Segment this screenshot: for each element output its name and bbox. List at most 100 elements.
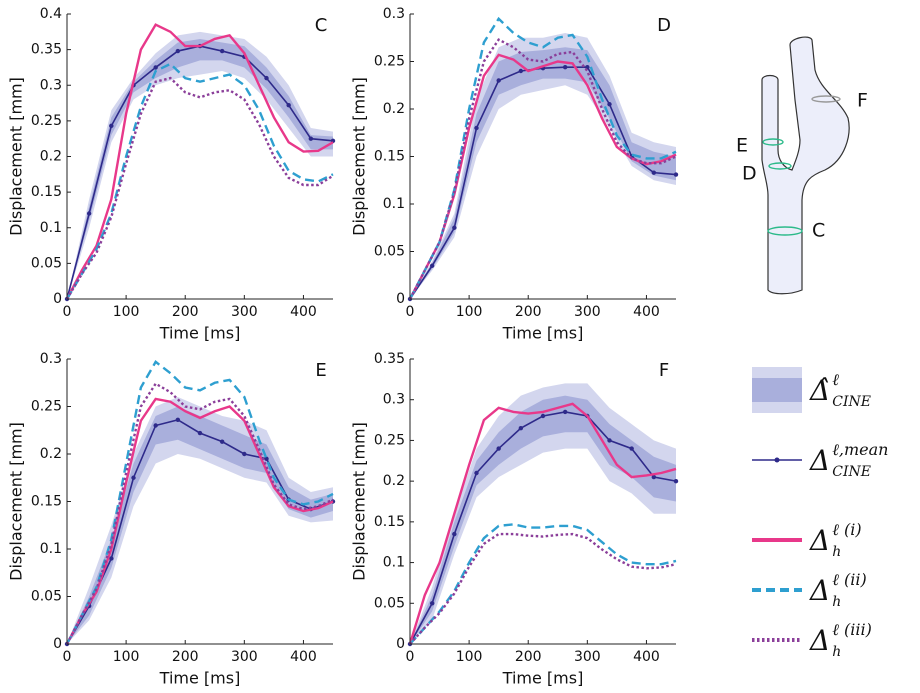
diagram-label: F (857, 90, 868, 112)
y-tick-label: 0.3 (40, 77, 62, 93)
x-tick-label: 0 (406, 304, 415, 320)
mean-marker (286, 103, 291, 108)
mean-marker (452, 531, 457, 537)
x-tick-label: 200 (172, 649, 199, 665)
legend-swatch (774, 457, 780, 463)
mean-marker (673, 478, 679, 484)
legend-swatch (752, 378, 802, 402)
y-tick-label: 0.35 (31, 42, 62, 58)
legend-symbol: Δ (809, 574, 830, 607)
x-tick-label: 400 (290, 304, 317, 320)
mean-marker (109, 556, 114, 561)
diagram-label: E (736, 135, 748, 157)
mean-marker (607, 438, 612, 443)
x-tick-label: 200 (515, 304, 542, 320)
mean-marker (308, 136, 314, 141)
x-tick-label: 300 (574, 649, 601, 665)
y-tick-label: 0.25 (374, 432, 405, 448)
x-tick-label: 100 (113, 649, 140, 665)
section-c (767, 226, 803, 236)
legend-sub: h (832, 594, 841, 610)
diagram-label: C (812, 220, 825, 242)
legend-symbol: Δ (809, 524, 830, 557)
y-tick-label: 0.3 (383, 6, 405, 22)
legend-label: Δ̂ ℓ CINE (809, 370, 871, 411)
y-axis-label: Displacement [mm] (350, 422, 369, 581)
y-tick-label: 0.1 (40, 541, 62, 557)
panel-label: F (659, 360, 669, 381)
mean-marker (264, 456, 269, 461)
y-tick-label: 0.05 (31, 255, 62, 271)
legend-sup: ℓ (832, 370, 839, 389)
legend-sub: CINE (832, 464, 871, 480)
model-line (408, 38, 677, 300)
legend-sub: h (832, 644, 841, 660)
x-tick-label: 300 (574, 304, 601, 320)
mean-marker (242, 451, 247, 457)
panel: 0 0.05 0.1 0.15 0.2 0.25 0.3 0.35 0 100 200 300 400 T… (350, 351, 679, 688)
x-tick-label: 0 (63, 304, 72, 320)
legend-sup: ℓ (i) (832, 520, 861, 539)
mean-marker (219, 439, 225, 444)
mean-marker (429, 263, 435, 268)
mean-line (409, 66, 677, 300)
model-line (408, 402, 677, 645)
mean-marker (109, 123, 114, 129)
section-e (762, 138, 784, 146)
y-tick-label: 0.2 (40, 446, 62, 462)
x-tick-label: 100 (456, 304, 483, 320)
mean-marker (673, 172, 679, 177)
y-tick-label: 0.15 (31, 184, 62, 200)
mean-marker (452, 225, 457, 230)
mean-marker (496, 78, 501, 83)
mean-marker (562, 65, 568, 70)
mean-marker (429, 601, 435, 606)
y-tick-label: 0 (53, 291, 62, 307)
mean-marker (607, 102, 612, 107)
x-tick-label: 100 (113, 304, 140, 320)
mean-marker (175, 48, 181, 54)
band (410, 395, 676, 644)
x-axis-label: Time [ms] (159, 669, 241, 688)
x-tick-label: 400 (290, 649, 317, 665)
panel-label: D (657, 15, 671, 36)
mean-marker (153, 65, 158, 70)
panel-label: E (315, 360, 326, 381)
mean-marker (540, 413, 546, 419)
x-axis-label: Time [ms] (502, 669, 584, 688)
legend-sub: CINE (832, 394, 871, 410)
band (67, 406, 333, 644)
y-axis-label: Displacement [mm] (350, 77, 369, 236)
y-tick-label: 0.2 (383, 473, 405, 489)
y-tick-label: 0.1 (40, 220, 62, 236)
panel: 0 0.05 0.1 0.15 0.2 0.25 0.3 0.35 0.4 0 100 200 300 4… (7, 6, 336, 343)
diagram-label: D (742, 163, 757, 185)
x-tick-label: 200 (515, 649, 542, 665)
legend-symbol: Δ̂ (809, 374, 830, 407)
legend-sup: ℓ,mean (832, 440, 888, 459)
y-tick-label: 0 (396, 636, 405, 652)
y-tick-label: 0.15 (374, 514, 405, 530)
y-tick-label: 0.15 (374, 149, 405, 165)
mean-marker (474, 470, 479, 476)
legend-sup: ℓ (iii) (832, 620, 872, 639)
panel: 0 0.05 0.1 0.15 0.2 0.25 0.3 0 100 200 300 400 Time … (7, 351, 336, 688)
x-tick-label: 400 (633, 649, 660, 665)
legend-sub: h (832, 544, 841, 560)
mean-marker (496, 446, 501, 451)
model-line (65, 397, 334, 645)
y-tick-label: 0.4 (40, 6, 62, 22)
x-tick-label: 400 (633, 304, 660, 320)
y-tick-label: 0 (53, 636, 62, 652)
x-axis-label: Time [ms] (159, 324, 241, 343)
vessel-diagram: F E D C (736, 36, 868, 295)
model-line (409, 532, 677, 645)
x-tick-label: 300 (231, 304, 258, 320)
y-tick-label: 0.35 (374, 351, 405, 367)
y-tick-label: 0.3 (40, 351, 62, 367)
y-tick-label: 0.25 (31, 113, 62, 129)
